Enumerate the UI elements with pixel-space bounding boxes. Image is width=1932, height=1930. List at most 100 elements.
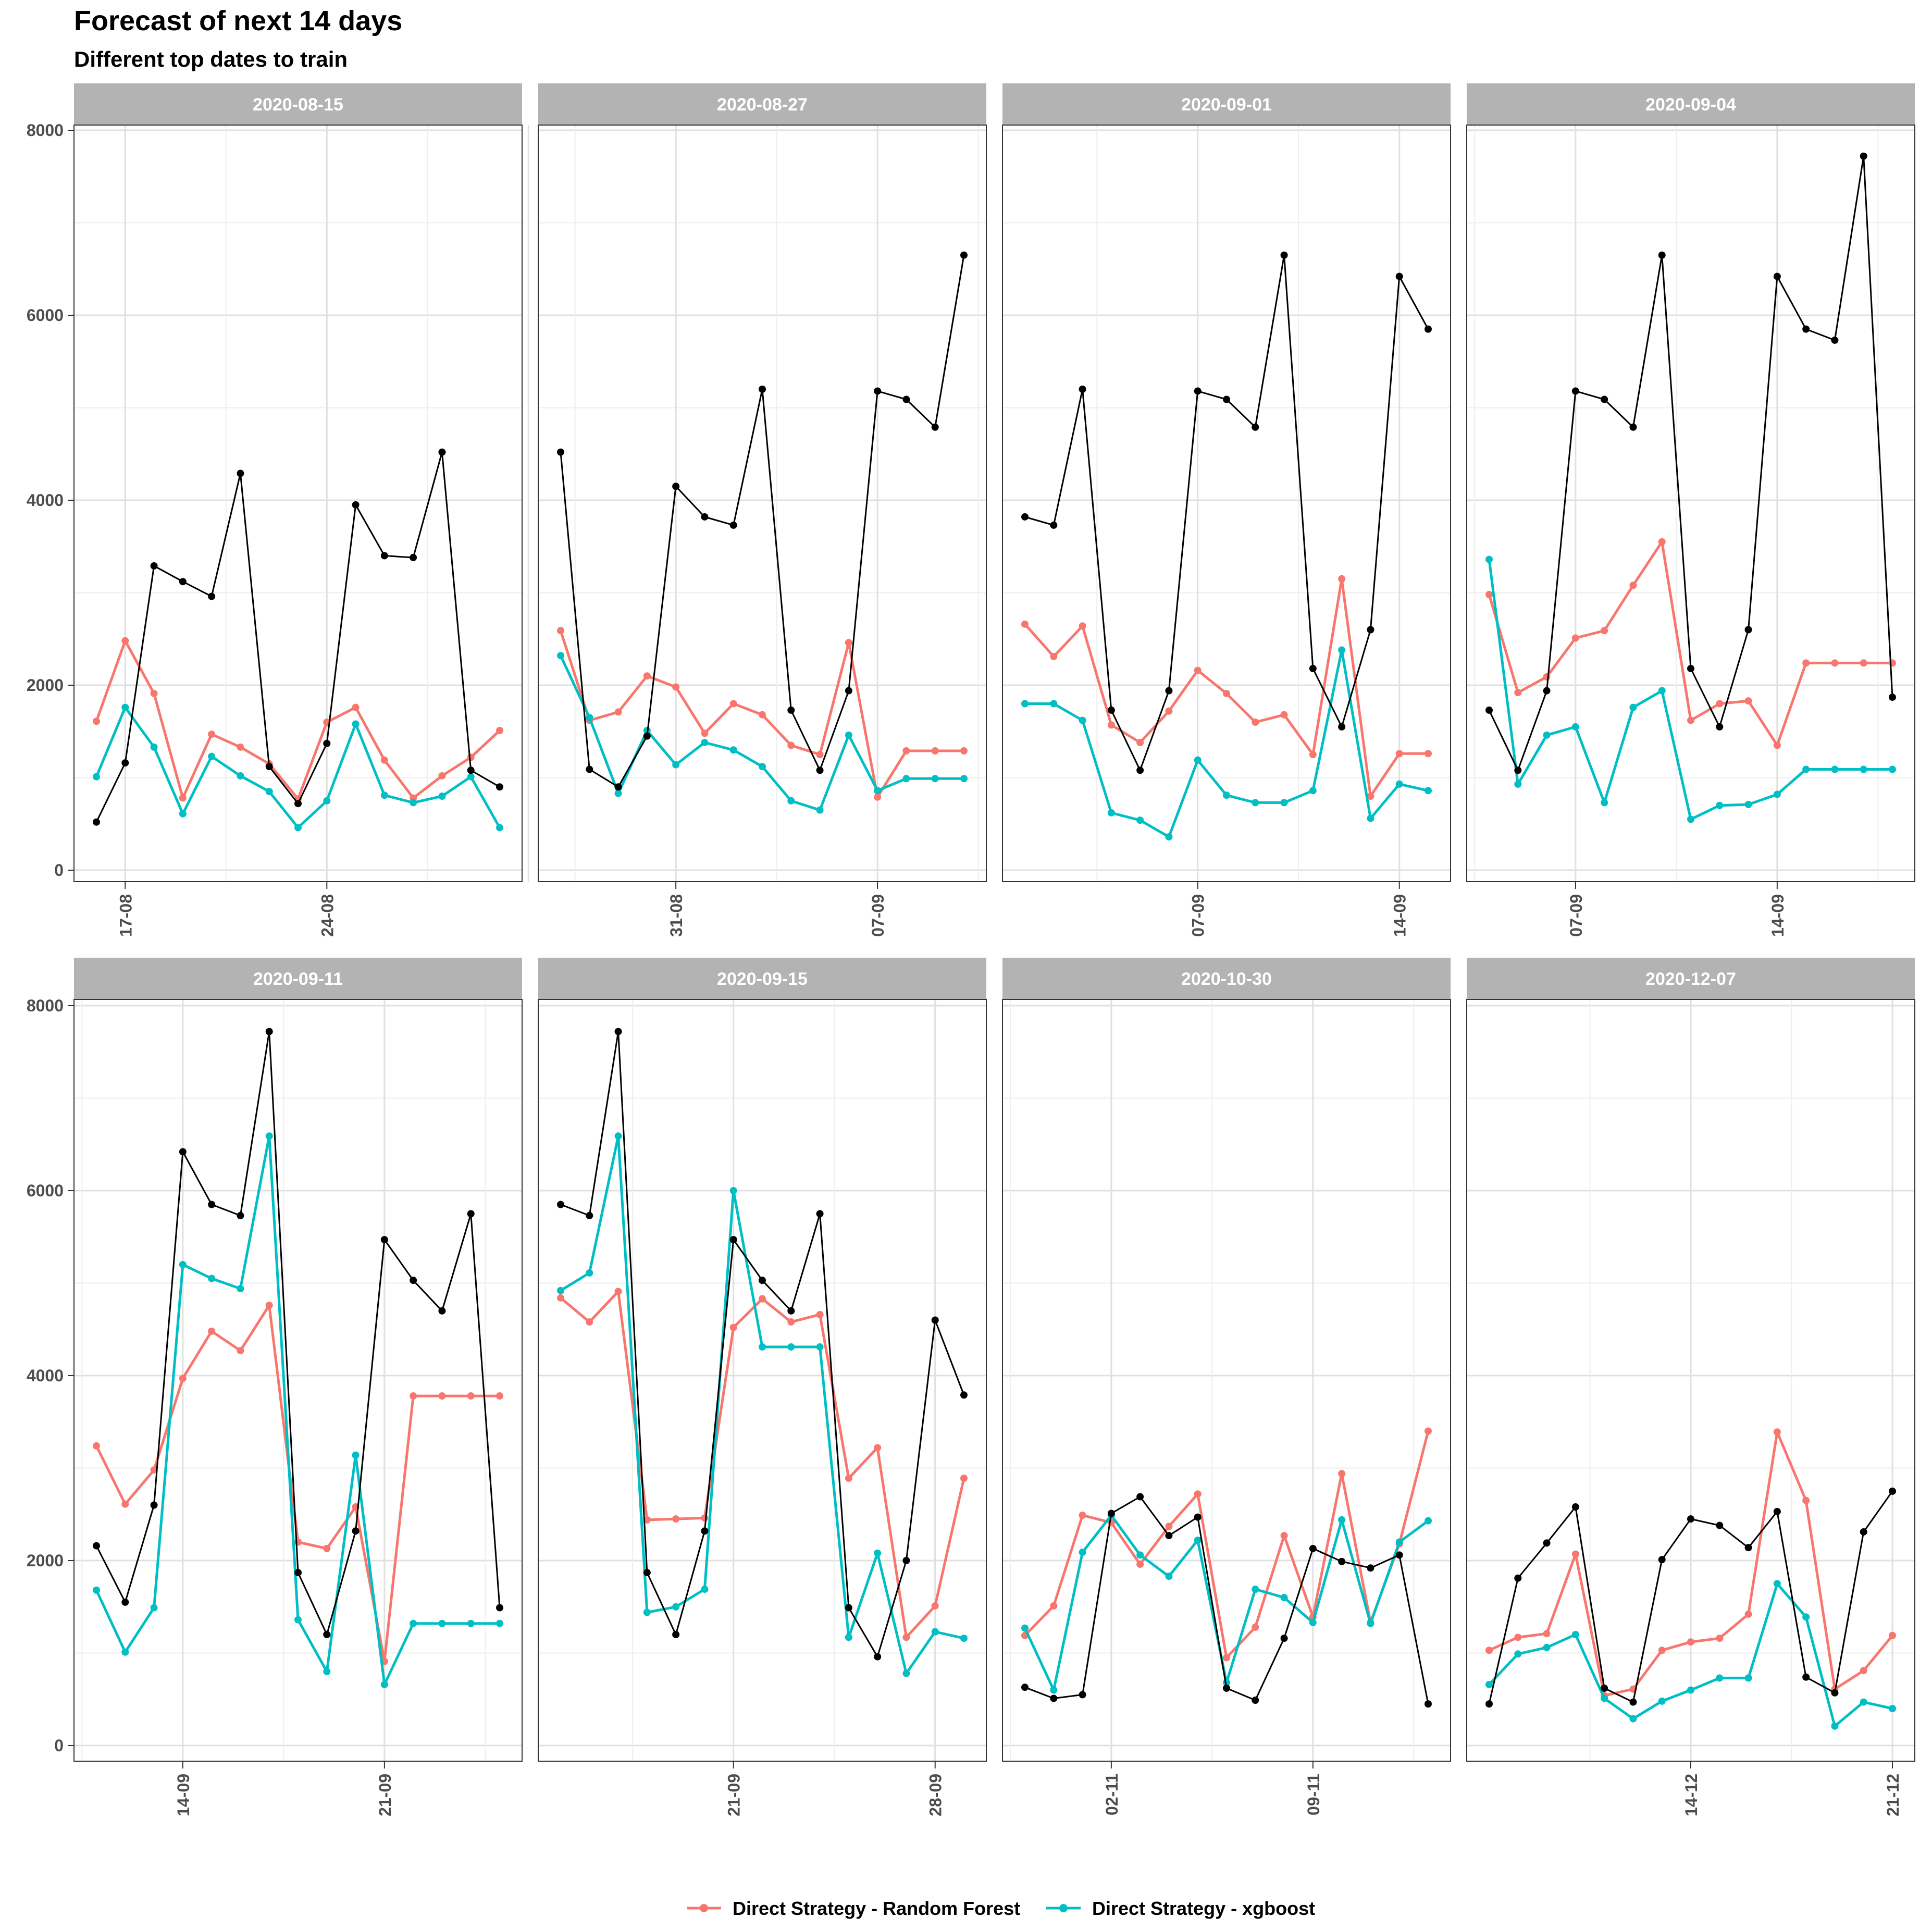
random-forest-point <box>1889 1631 1896 1639</box>
actual-series-line <box>95 451 500 823</box>
actual-point <box>323 1631 331 1638</box>
facet-strip <box>1467 958 1915 999</box>
x-tick-label: 31-08 <box>667 894 686 937</box>
xgboost-point <box>237 772 244 780</box>
random-forest-point <box>874 1444 882 1452</box>
random-forest-point <box>208 1327 216 1335</box>
actual-point <box>845 1604 852 1612</box>
legend-label: Direct Strategy - xgboost <box>1092 1898 1315 1919</box>
actual-point <box>1687 1515 1694 1523</box>
xgboost-point <box>1338 646 1346 654</box>
actual-point <box>1309 665 1317 673</box>
random-forest-point <box>1252 1623 1259 1631</box>
actual-point <box>1543 687 1551 695</box>
xgboost-point <box>467 1619 475 1627</box>
random-forest-series-line <box>1488 540 1892 747</box>
actual-point <box>237 469 244 477</box>
actual-point <box>467 766 475 774</box>
xgboost-point <box>1687 815 1694 823</box>
facet-strip <box>1002 83 1451 125</box>
y-tick-label: 4000 <box>27 1366 64 1385</box>
actual-point <box>1485 1700 1493 1708</box>
actual-point <box>787 1307 795 1315</box>
xgboost-point <box>1744 1674 1752 1682</box>
xgboost-point <box>931 775 939 783</box>
random-forest-point <box>1136 1561 1144 1568</box>
actual-point <box>1194 387 1202 395</box>
actual-point <box>787 706 795 714</box>
actual-point <box>931 1316 939 1324</box>
random-forest-point <box>1194 1490 1202 1498</box>
facet-panel: 2020-09-01 07-09 14-09 <box>1002 83 1451 937</box>
actual-point <box>352 1527 360 1535</box>
actual-point <box>902 395 910 403</box>
panel-border <box>73 125 523 882</box>
xgboost-point <box>1021 1624 1029 1632</box>
actual-point <box>265 763 273 771</box>
xgboost-point <box>1425 1517 1432 1525</box>
actual-point <box>1571 1503 1579 1511</box>
xgboost-point <box>672 1603 680 1611</box>
actual-point <box>1571 387 1579 395</box>
actual-point <box>93 818 100 826</box>
chart-title: Forecast of next 14 days <box>74 5 402 36</box>
actual-point <box>1773 273 1781 280</box>
x-tick-label: 02-11 <box>1103 1774 1121 1815</box>
xgboost-point <box>410 1619 417 1627</box>
legend-key-point <box>700 1904 708 1912</box>
x-tick-label: 14-12 <box>1682 1774 1701 1816</box>
xgboost-point <box>759 1343 766 1351</box>
xgboost-point <box>496 1619 503 1627</box>
x-tick-label: 07-09 <box>1189 894 1208 937</box>
random-forest-point <box>1395 750 1403 758</box>
xgboost-point <box>701 1586 709 1593</box>
random-forest-point <box>960 747 968 755</box>
facet-panel: 2020-09-11 14-09 21-09 0 2000 4000 6000 8000 <box>27 958 523 1816</box>
random-forest-point <box>1425 1427 1432 1435</box>
random-forest-point <box>438 772 446 780</box>
y-tick-label: 0 <box>54 1736 64 1755</box>
xgboost-point <box>352 720 360 728</box>
actual-point <box>672 482 680 490</box>
facet-strip <box>1002 958 1451 999</box>
random-forest-point <box>701 729 709 737</box>
facet-panel: 2020-08-15 17-08 24-08 0 2000 4000 6000 8000 <box>27 83 529 937</box>
xgboost-point <box>1280 799 1288 807</box>
random-forest-point <box>759 1295 766 1303</box>
xgboost-point <box>1165 1573 1173 1580</box>
actual-point <box>1802 1673 1810 1681</box>
random-forest-point <box>874 793 882 801</box>
xgboost-point <box>1021 700 1029 708</box>
actual-point <box>1136 766 1144 774</box>
xgboost-point <box>1194 756 1202 764</box>
y-tick-label: 6000 <box>27 1181 64 1200</box>
xgboost-point <box>1629 703 1637 711</box>
xgboost-point <box>150 1604 158 1612</box>
actual-point <box>557 1201 564 1208</box>
actual-point <box>1744 626 1752 634</box>
random-forest-point <box>902 1634 910 1641</box>
xgboost-point <box>410 799 417 807</box>
facet-strip <box>538 958 986 999</box>
random-forest-point <box>643 672 651 680</box>
actual-point <box>410 1277 417 1284</box>
xgboost-point <box>1773 790 1781 798</box>
actual-point <box>1194 1513 1202 1521</box>
actual-point <box>614 783 622 791</box>
random-forest-point <box>237 1347 244 1355</box>
actual-point <box>816 1210 824 1218</box>
actual-point <box>759 1277 766 1284</box>
y-tick-label: 8000 <box>27 996 64 1015</box>
random-forest-point <box>1280 711 1288 719</box>
random-forest-point <box>586 1318 593 1326</box>
actual-point <box>121 1598 129 1606</box>
panel-border <box>1002 125 1451 882</box>
actual-point <box>586 1211 593 1219</box>
xgboost-point <box>672 761 680 769</box>
actual-point <box>1716 723 1724 731</box>
random-forest-point <box>729 700 737 708</box>
facet-panel: 2020-12-07 14-12 21-12 <box>1466 958 1915 1816</box>
random-forest-point <box>902 747 910 755</box>
xgboost-point <box>179 810 187 818</box>
xgboost-point <box>1309 787 1317 795</box>
